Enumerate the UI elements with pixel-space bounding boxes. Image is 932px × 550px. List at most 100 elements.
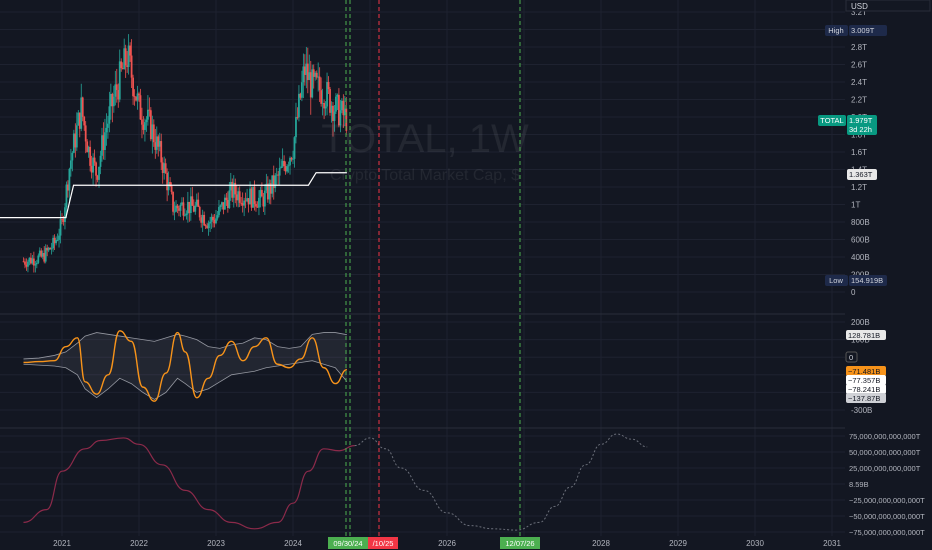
candle-body <box>326 82 328 107</box>
candle-body <box>59 219 62 236</box>
candle-body <box>340 100 343 111</box>
candle-body <box>155 136 158 150</box>
osc-tick-label: -300B <box>851 406 872 415</box>
candle-body <box>300 82 303 98</box>
candle-body <box>167 182 170 191</box>
high-badge-label: High <box>828 26 843 35</box>
candle-body <box>139 95 142 120</box>
cycle-tick-label: −50,000,000,000,000T <box>849 512 925 521</box>
candle-body <box>43 252 46 262</box>
price-axis[interactable]: 3.2T3.0T2.8T2.6T2.4T2.2T2.0T1.8T1.6T1.4T… <box>849 8 925 537</box>
candle-body <box>64 207 66 223</box>
currency-box[interactable] <box>845 0 931 12</box>
time-axis[interactable]: 2021202220232024202520262027202820292030… <box>53 537 841 549</box>
candle-body <box>176 205 179 209</box>
candle-body <box>338 94 340 126</box>
candle-body <box>250 188 253 208</box>
candle-body <box>123 48 126 70</box>
low-badge: Low 154.919B <box>825 275 887 286</box>
price-tick-label: 600B <box>851 236 870 245</box>
candle-body <box>68 168 71 191</box>
candle-body <box>184 215 186 216</box>
candle-body <box>200 217 203 223</box>
candle-body <box>278 167 281 176</box>
cycle-tick-label: −25,000,000,000,000T <box>849 496 925 505</box>
current-value: 1.979T <box>849 116 873 125</box>
marker-date-1: 09/30/24 <box>333 539 362 548</box>
candle-body <box>243 200 246 206</box>
low-badge-label: Low <box>829 276 843 285</box>
candle-body <box>86 141 89 153</box>
candle-body <box>173 211 176 213</box>
candle-body <box>272 175 275 189</box>
candle-body <box>92 157 94 173</box>
candle-body <box>235 194 238 201</box>
candle-body <box>280 166 283 168</box>
year-tick-label: 2021 <box>53 539 71 548</box>
candle-body <box>149 110 152 140</box>
candle-body <box>136 93 139 101</box>
currency-label[interactable]: USD <box>851 2 868 11</box>
candle-body <box>221 202 223 206</box>
candle-body <box>105 127 108 133</box>
osc-band-fill <box>23 332 347 400</box>
candle-body <box>201 214 204 223</box>
level-badge: 1.363T <box>847 169 877 180</box>
candle-body <box>102 135 105 151</box>
candle-body <box>188 201 191 213</box>
price-candles <box>22 34 348 273</box>
candle-body <box>96 175 99 180</box>
candle-body <box>22 261 25 263</box>
candle-body <box>333 111 336 122</box>
osc-line <box>23 330 348 402</box>
candle-body <box>83 116 86 126</box>
candle-body <box>309 72 312 98</box>
candle-body <box>65 184 68 208</box>
year-tick-label: 2022 <box>130 539 148 548</box>
candle-body <box>132 77 134 97</box>
candle-body <box>78 112 81 129</box>
candle-body <box>189 196 192 213</box>
candle-body <box>232 182 235 198</box>
candle-body <box>262 196 265 207</box>
price-tick-label: 400B <box>851 253 870 262</box>
candle-body <box>308 72 311 81</box>
oscillator <box>23 330 348 402</box>
candle-body <box>55 240 57 244</box>
candle-body <box>246 198 248 202</box>
candle-body <box>95 162 97 176</box>
candle-body <box>24 261 26 265</box>
candle-body <box>275 174 278 176</box>
grid <box>0 0 845 536</box>
candle-body <box>77 112 80 126</box>
candle-body <box>160 141 163 163</box>
candle-body <box>223 197 226 210</box>
candle-body <box>266 183 269 200</box>
candle-body <box>71 152 74 161</box>
candle-body <box>32 258 35 266</box>
candle-body <box>303 66 306 75</box>
candle-body <box>194 205 197 212</box>
candle-body <box>98 166 100 180</box>
candle-body <box>343 108 346 116</box>
candle-body <box>216 215 219 219</box>
candle-body <box>111 93 114 107</box>
candle-body <box>329 89 331 113</box>
candle-body <box>226 200 229 208</box>
candle-body <box>40 250 43 257</box>
candle-body <box>56 239 59 241</box>
candle-body <box>69 160 72 169</box>
candle-body <box>298 93 300 118</box>
candle-body <box>252 186 254 208</box>
candle-body <box>336 94 339 97</box>
candle-body <box>229 181 232 191</box>
candle-body <box>271 175 274 194</box>
candle-body <box>195 199 198 206</box>
candle-body <box>161 162 164 173</box>
osc-band-lower <box>23 360 348 400</box>
candle-body <box>207 223 210 229</box>
year-tick-label: 2023 <box>207 539 225 548</box>
candle-body <box>259 189 262 198</box>
candle-body <box>114 84 117 97</box>
